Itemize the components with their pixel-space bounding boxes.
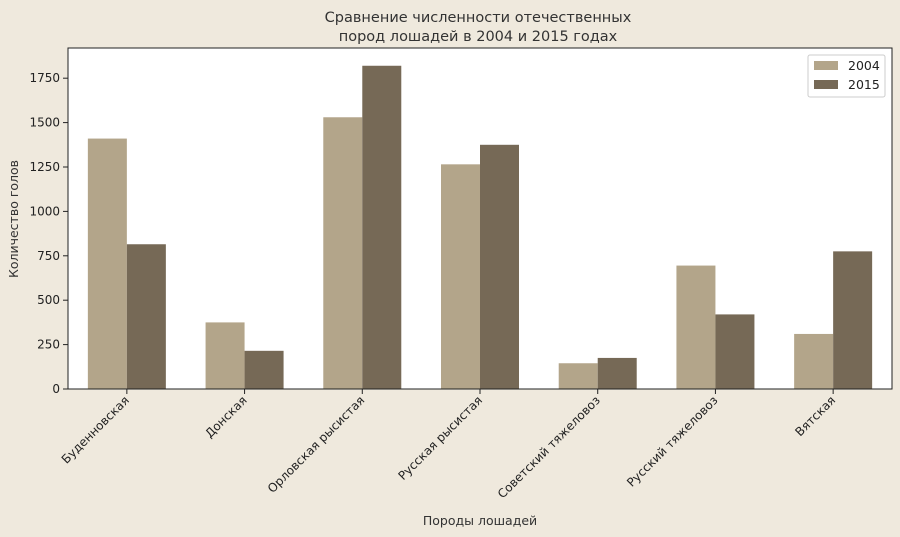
x-axis: Буденновская Донская Орловская рысистая Рус… [59,389,838,501]
y-tick-label: 750 [37,249,60,263]
bar-2004-3 [323,117,363,389]
bar-2015-7 [833,251,873,389]
bar-2004-2 [205,322,245,389]
bar-2015-2 [244,350,284,389]
x-tick-label: Донская [202,393,249,440]
x-tick-label: Буденновская [59,393,132,466]
bars-group [87,65,873,390]
y-axis-label: Количество голов [6,160,21,278]
y-tick-label: 1750 [29,71,60,85]
y-tick-label: 500 [37,293,60,307]
bar-2004-4 [441,164,480,389]
bar-2015-6 [715,314,755,389]
bar-2004-7 [794,333,834,389]
bar-2015-3 [362,65,402,390]
x-tick-label: Русский тяжеловоз [624,393,720,489]
chart-title-line-2: пород лошадей в 2004 и 2015 годах [339,29,618,45]
bar-2004-6 [676,265,716,389]
bar-2015-5 [597,357,637,389]
legend-swatch-2015 [814,80,838,89]
legend-label-2015: 2015 [848,77,880,92]
bar-2004-5 [558,363,598,389]
x-axis-label: Породы лошадей [423,513,537,528]
bar-2004-1 [87,138,127,389]
bar-2015-1 [126,244,166,389]
y-axis: 0 250 500 750 1000 1250 1500 1750 [29,71,68,396]
y-tick-label: 0 [52,382,60,396]
legend-label-2004: 2004 [848,58,880,73]
y-tick-label: 250 [37,338,60,352]
y-tick-label: 1500 [29,116,60,130]
y-tick-label: 1000 [29,204,60,218]
chart-title-line-1: Сравнение численности отечественных [325,10,632,26]
x-tick-label: Вятская [792,393,838,439]
legend: 2004 2015 [807,54,886,98]
plot-frame [67,47,893,390]
legend-swatch-2004 [814,61,838,70]
y-tick-label: 1250 [29,160,60,174]
x-tick-label: Орловская рысистая [265,393,368,496]
x-tick-label: Советский тяжеловоз [495,393,603,501]
x-tick-label: Русская рысистая [395,393,485,483]
bar-2015-4 [480,144,519,389]
